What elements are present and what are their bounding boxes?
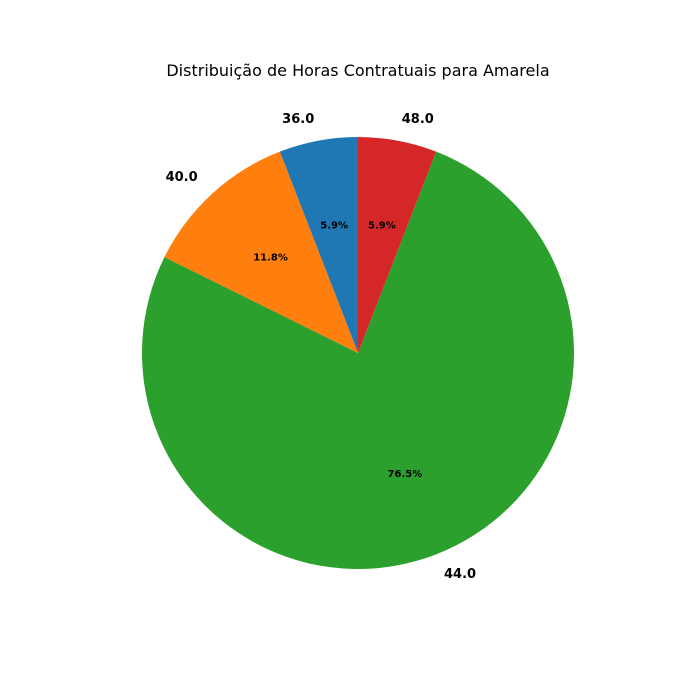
pie-slice-40-0 — [164, 151, 358, 353]
slice-percent-label: 76.5% — [388, 469, 423, 480]
slice-category-label: 48.0 — [402, 112, 434, 127]
pie-slice-44-0 — [142, 151, 574, 569]
pie-slice-48-0 — [358, 137, 437, 353]
pie-slice-36-0 — [279, 137, 358, 353]
pie-slices — [142, 137, 574, 569]
pie-labels: 36.0 5.9% 40.0 11.8% 44.0 76.5% 48.0 5.9% — [166, 112, 476, 582]
slice-category-label: 40.0 — [166, 170, 198, 185]
slice-category-label: 44.0 — [444, 567, 476, 582]
slice-percent-label: 5.9% — [368, 221, 396, 232]
slice-percent-label: 11.8% — [253, 252, 288, 263]
slice-percent-label: 5.9% — [320, 221, 348, 232]
slice-category-label: 36.0 — [282, 112, 314, 127]
chart-title: Distribuição de Horas Contratuais para A… — [166, 61, 549, 80]
